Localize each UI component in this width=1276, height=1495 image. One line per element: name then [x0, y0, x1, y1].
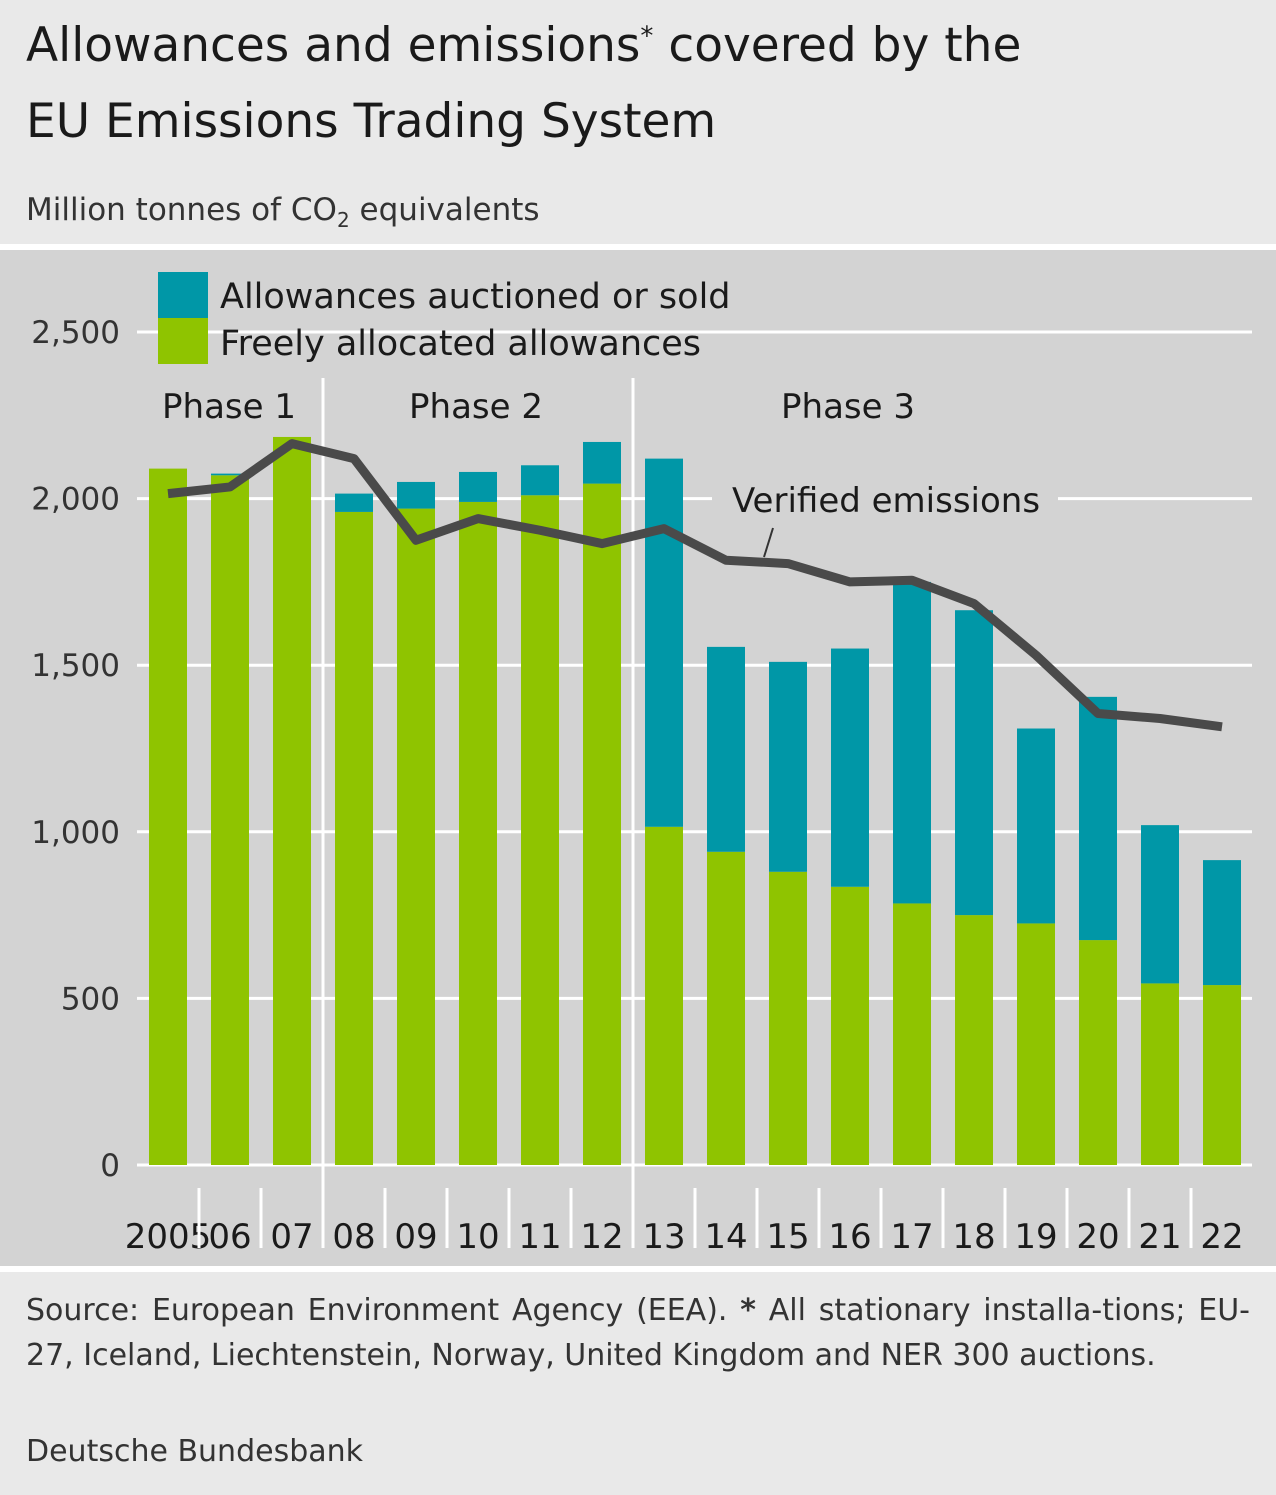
- bar-free-allocated: [893, 903, 931, 1165]
- x-tick-label: 19: [1014, 1217, 1057, 1257]
- chart-subtitle: Million tonnes of CO2 equivalents: [26, 190, 540, 240]
- bar-free-allocated: [707, 851, 745, 1165]
- bar-free-allocated: [459, 501, 497, 1165]
- x-tick-label: 22: [1200, 1217, 1243, 1257]
- chart-title-line-2: EU Emissions Trading System: [26, 94, 717, 149]
- phase-label: Phase 2: [409, 387, 543, 427]
- annotation-label: Verified emissions: [732, 481, 1040, 521]
- bar-free-allocated: [397, 508, 435, 1165]
- title-text-end: covered by the: [653, 18, 1022, 73]
- bar-auctioned: [1079, 696, 1117, 941]
- y-tick-label: 500: [61, 981, 120, 1017]
- subtitle-text: Million tonnes of CO: [26, 192, 337, 228]
- y-tick-label: 2,000: [31, 482, 120, 518]
- legend-label-free: Freely allocated allowances: [220, 324, 701, 364]
- bar-free-allocated: [1079, 940, 1117, 1165]
- bar-auctioned: [583, 441, 621, 484]
- bar-free-allocated: [335, 511, 373, 1166]
- y-tick-label: 2,500: [31, 315, 120, 351]
- subtitle-text-end: equivalents: [349, 192, 540, 228]
- legend-swatch-free: [158, 318, 208, 364]
- x-tick-label: 14: [704, 1217, 747, 1257]
- bar-free-allocated: [149, 468, 187, 1165]
- bar-free-allocated: [583, 483, 621, 1166]
- phase-label: Phase 3: [781, 387, 915, 427]
- y-tick-label: 1,500: [31, 648, 120, 684]
- bar-auctioned: [397, 481, 435, 509]
- bar-free-allocated: [273, 436, 311, 1165]
- bar-free-allocated: [831, 886, 869, 1165]
- x-tick-label: 17: [890, 1217, 933, 1257]
- legend-label-auctioned: Allowances auctioned or sold: [220, 277, 731, 317]
- bar-free-allocated: [955, 915, 993, 1165]
- chart-header: Allowances and emissions* covered by the…: [0, 0, 1276, 246]
- x-tick-label: 07: [270, 1217, 313, 1257]
- bar-auctioned: [211, 473, 249, 476]
- x-tick-label: 20: [1076, 1217, 1119, 1257]
- source-note: Source: European Environment Agency (EEA…: [26, 1288, 1250, 1378]
- y-tick-label: 0: [100, 1148, 120, 1184]
- bar-free-allocated: [1017, 923, 1055, 1165]
- publisher-credit: Deutsche Bundesbank: [26, 1434, 364, 1469]
- bar-free-allocated: [769, 871, 807, 1165]
- title-text: Allowances and emissions: [26, 18, 641, 73]
- bar-auctioned: [335, 493, 373, 512]
- header-separator: [0, 244, 1276, 250]
- bar-free-allocated: [1203, 985, 1241, 1165]
- x-tick-label: 06: [208, 1217, 251, 1257]
- bar-auctioned: [1017, 728, 1055, 924]
- bar-free-allocated: [1141, 983, 1179, 1165]
- emissions-line: [167, 439, 1223, 732]
- bar-auctioned: [1203, 860, 1241, 986]
- x-tick-label: 13: [642, 1217, 685, 1257]
- phase-label: Phase 1: [162, 387, 296, 427]
- bar-auctioned: [645, 458, 683, 827]
- x-tick-label: 2005: [125, 1217, 212, 1257]
- bar-auctioned: [459, 471, 497, 502]
- x-tick-label: 11: [518, 1217, 561, 1257]
- footer-separator: [0, 1266, 1276, 1272]
- bar-auctioned: [831, 648, 869, 887]
- bar-auctioned: [707, 646, 745, 852]
- x-tick-label: 10: [456, 1217, 499, 1257]
- x-tick-label: 21: [1138, 1217, 1181, 1257]
- x-tick-label: 08: [332, 1217, 375, 1257]
- chart-footer: Source: European Environment Agency (EEA…: [0, 1272, 1276, 1495]
- bar-auctioned: [893, 581, 931, 904]
- bar-free-allocated: [645, 826, 683, 1165]
- source-text-end: All stationary installa-tions; EU-27, Ic…: [26, 1293, 1250, 1373]
- bar-free-allocated: [211, 475, 249, 1165]
- subtitle-subscript: 2: [336, 208, 350, 233]
- source-text: Source: European Environment Agency (EEA…: [26, 1293, 741, 1328]
- x-tick-label: 18: [952, 1217, 995, 1257]
- bar-free-allocated: [521, 495, 559, 1165]
- legend-swatch-auctioned: [158, 272, 208, 318]
- chart-title-line-1: Allowances and emissions* covered by the: [26, 18, 1021, 74]
- annotation-leader: [763, 527, 774, 558]
- x-tick-label: 09: [394, 1217, 437, 1257]
- bar-auctioned: [521, 465, 559, 496]
- annotation-backdrop: [712, 476, 1058, 522]
- x-tick-label: 16: [828, 1217, 871, 1257]
- bar-auctioned: [1141, 825, 1179, 984]
- x-tick-label: 12: [580, 1217, 623, 1257]
- bar-auctioned: [955, 610, 993, 916]
- bar-auctioned: [769, 661, 807, 872]
- x-tick-label: 15: [766, 1217, 809, 1257]
- source-footnote-marker: *: [740, 1293, 756, 1328]
- y-tick-label: 1,000: [31, 815, 120, 851]
- title-footnote-marker: *: [640, 21, 654, 52]
